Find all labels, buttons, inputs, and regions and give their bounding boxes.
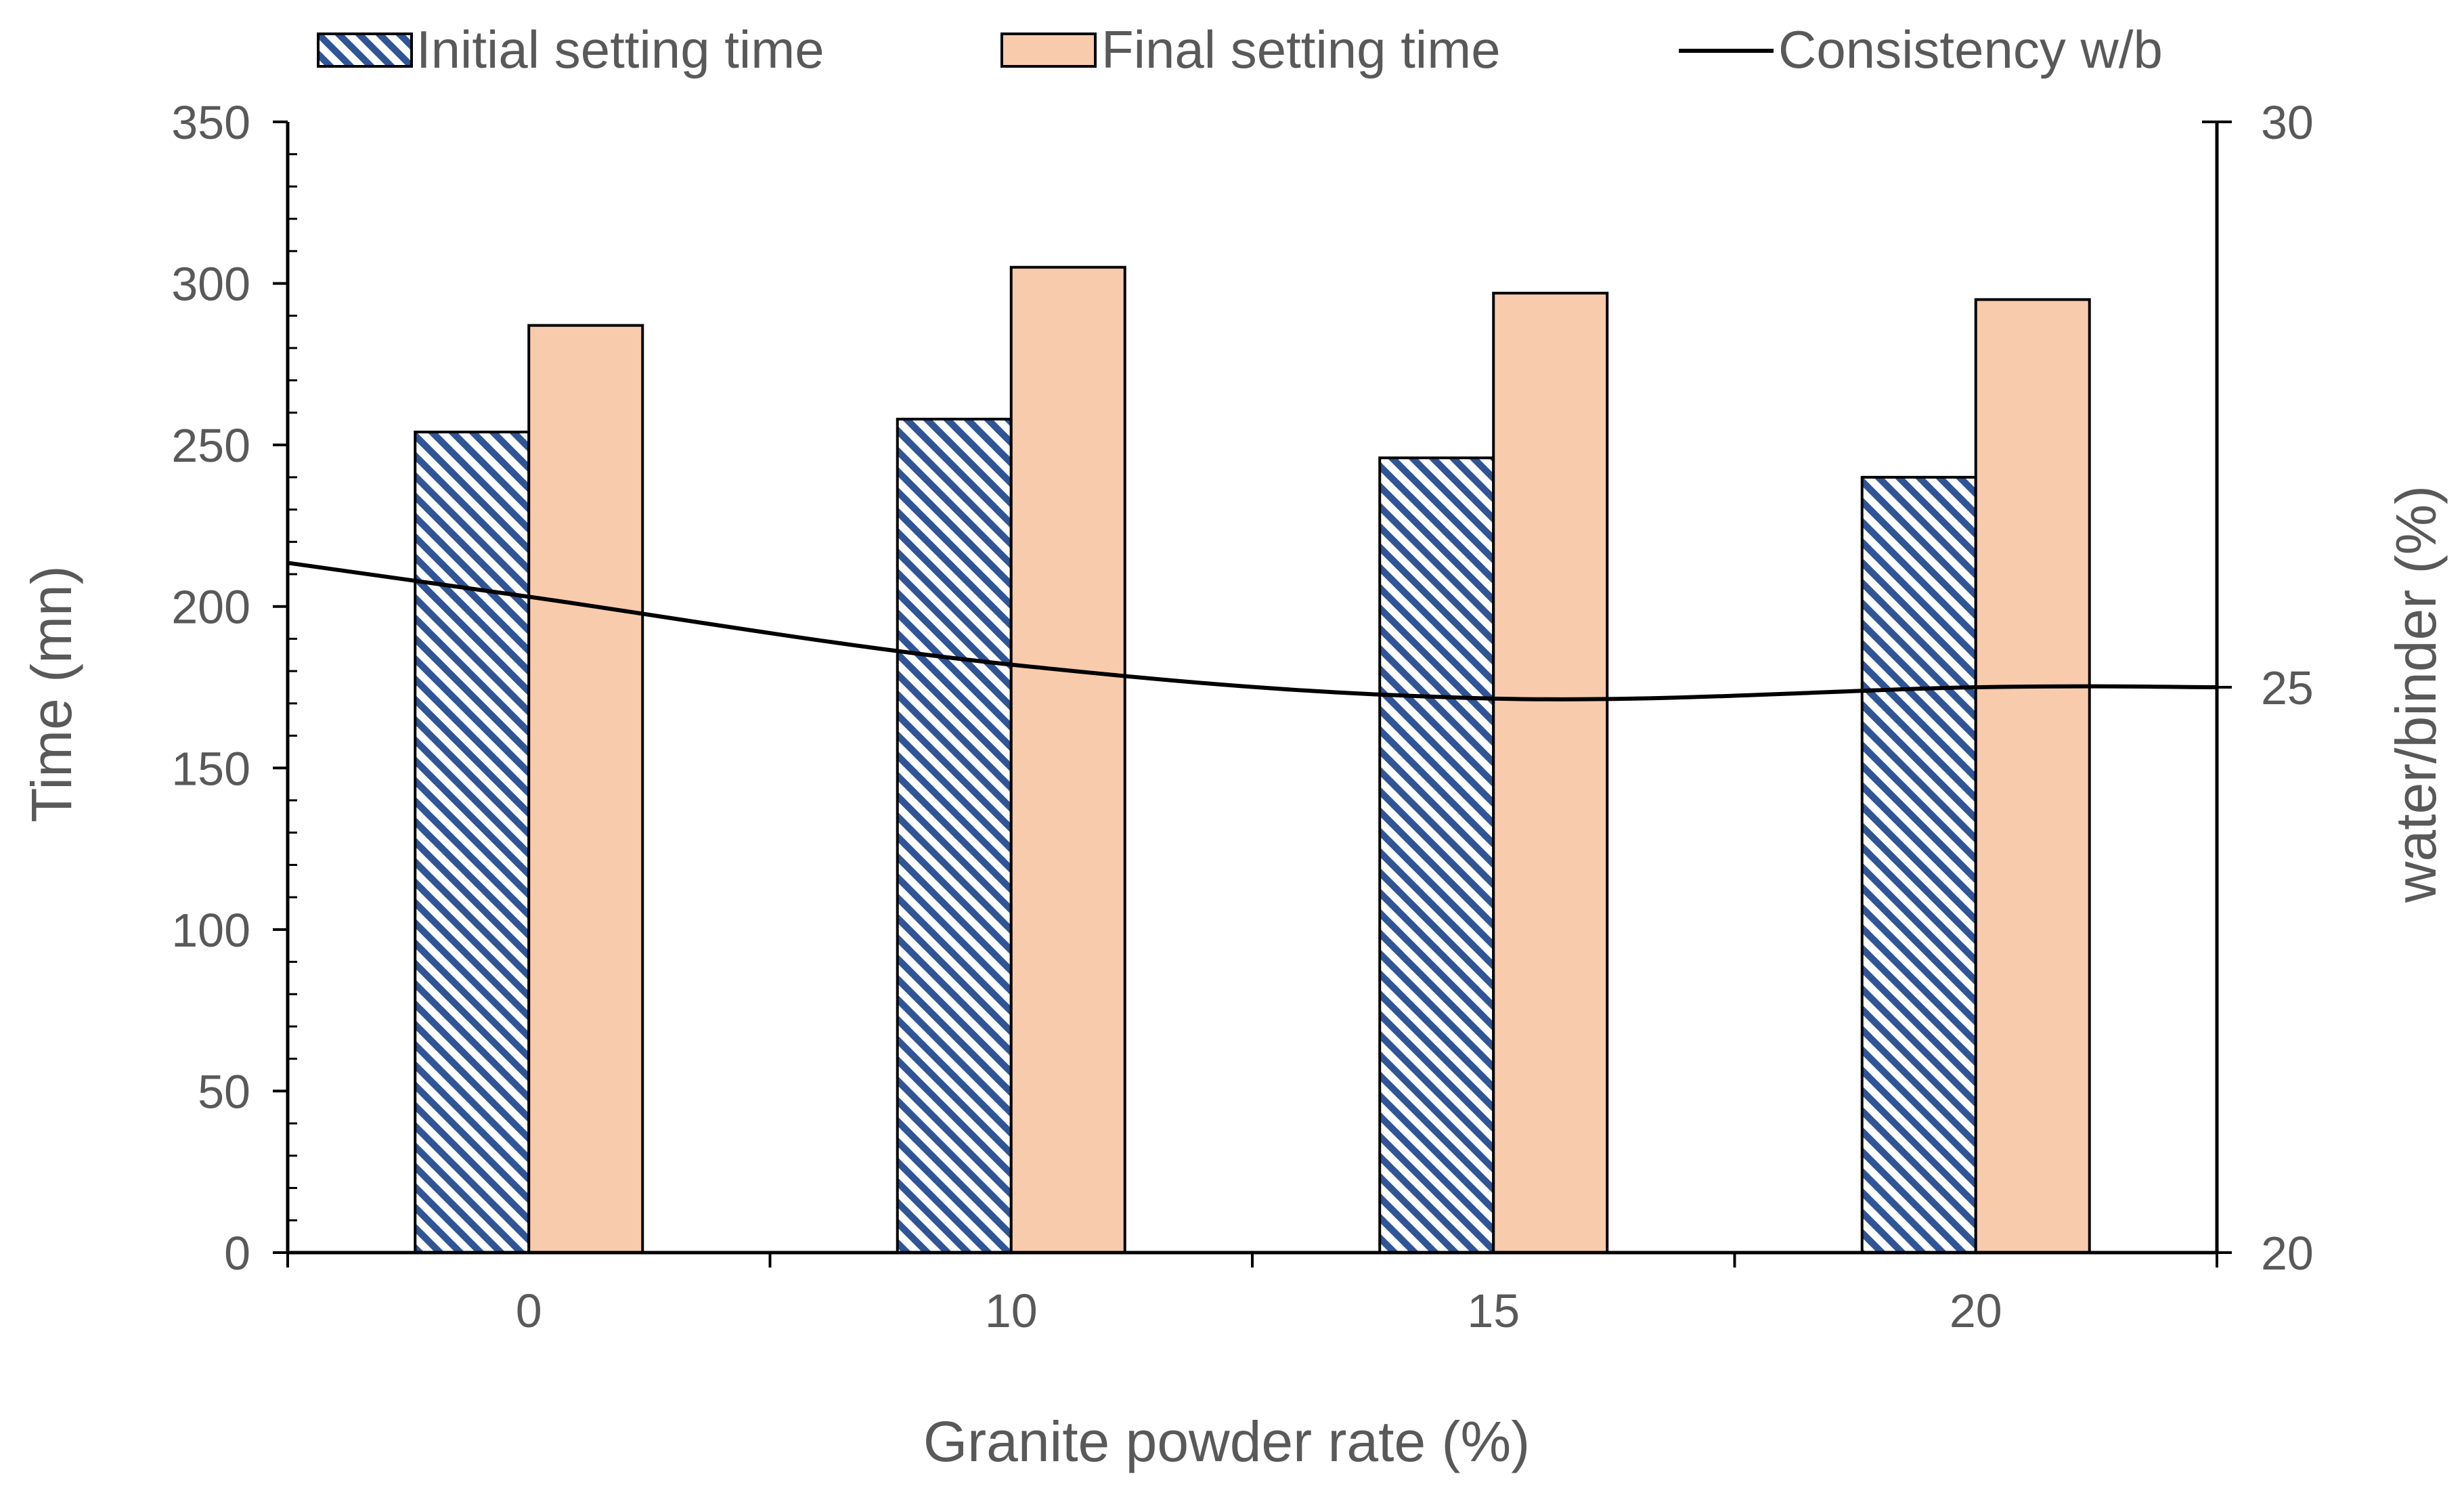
bar-final-15	[1492, 291, 1609, 1254]
line-consistency-wb	[287, 561, 2218, 701]
legend-label-consistency: Consistency w/b	[1778, 20, 2163, 79]
y2-axis-title: water/binder (%)	[2384, 485, 2448, 903]
bar-initial-0	[414, 431, 531, 1254]
legend-label-initial: Initial setting time	[416, 20, 824, 79]
y-tick-label-300: 300	[171, 258, 250, 311]
x-tick-label-0: 0	[516, 1284, 542, 1337]
y2-tick-label-25: 25	[2261, 662, 2314, 714]
x-tick-label-15: 15	[1467, 1284, 1520, 1337]
y-tick-label-350: 350	[171, 96, 250, 149]
y-tick-label-150: 150	[171, 742, 250, 795]
legend-swatch-final	[1000, 32, 1097, 68]
bars-layer	[414, 265, 2091, 1255]
x-tick-label-10: 10	[985, 1284, 1038, 1337]
bar-final-0	[527, 324, 644, 1255]
y-tick-label-0: 0	[224, 1227, 250, 1280]
bar-initial-20	[1860, 475, 1977, 1254]
legend-swatch-initial	[317, 32, 413, 68]
legend-label-final: Final setting time	[1101, 20, 1501, 79]
bar-final-10	[1009, 265, 1126, 1255]
y2-tick-label-30: 30	[2261, 96, 2314, 149]
y-tick-label-250: 250	[171, 419, 250, 472]
x-tick-label-20: 20	[1950, 1284, 2002, 1337]
bar-final-20	[1974, 298, 2091, 1254]
line-layer	[287, 561, 2218, 701]
y-axis-title: Time (mn)	[20, 565, 83, 823]
x-axis-title: Granite powder rate (%)	[923, 1410, 1530, 1473]
bar-initial-10	[896, 417, 1013, 1254]
y-tick-label-200: 200	[171, 581, 250, 634]
legend: Initial setting time Final setting time …	[317, 20, 2163, 79]
y2-tick-label-20: 20	[2261, 1227, 2314, 1280]
bar-initial-15	[1378, 456, 1495, 1255]
y-tick-label-50: 50	[198, 1065, 250, 1118]
y-tick-label-100: 100	[171, 904, 250, 957]
